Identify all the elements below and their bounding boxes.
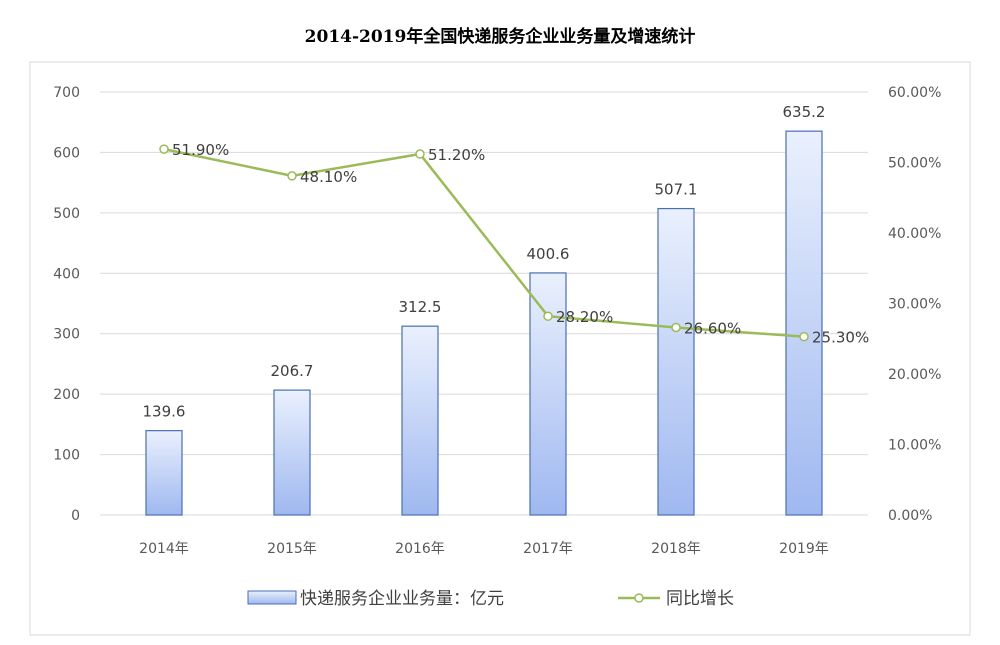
left-tick-label: 300 bbox=[53, 327, 80, 343]
bar bbox=[145, 430, 183, 516]
x-axis: 2014年 2015年 2016年 2017年 2018年 2019年 bbox=[139, 541, 829, 557]
right-tick-label: 0.00% bbox=[888, 508, 932, 524]
bar bbox=[401, 325, 439, 516]
bar-data-labels: 139.6 206.7 312.5 400.6 507.1 635.2 bbox=[143, 103, 826, 420]
bar bbox=[657, 207, 695, 516]
right-tick-label: 40.00% bbox=[888, 226, 941, 242]
line-data-label: 26.60% bbox=[684, 319, 741, 337]
x-tick-label: 2019年 bbox=[779, 541, 829, 557]
chart-title: 2014-2019年全国快递服务企业业务量及增速统计 bbox=[304, 27, 696, 47]
left-tick-label: 400 bbox=[53, 266, 80, 282]
line-data-label: 51.90% bbox=[172, 141, 229, 159]
left-tick-label: 100 bbox=[53, 448, 80, 464]
gridlines bbox=[100, 91, 868, 516]
left-tick-label: 700 bbox=[53, 85, 80, 101]
left-tick-label: 0 bbox=[71, 508, 80, 524]
legend: 快递服务企业业务量：亿元 同比增长 bbox=[247, 589, 734, 609]
line-series bbox=[159, 144, 809, 342]
line-point bbox=[287, 171, 297, 181]
bar-data-label: 206.7 bbox=[271, 362, 314, 380]
line-point bbox=[415, 149, 425, 159]
left-tick-label: 200 bbox=[53, 387, 80, 403]
x-tick-label: 2016年 bbox=[395, 541, 445, 557]
bar-data-label: 635.2 bbox=[783, 103, 826, 121]
right-tick-label: 60.00% bbox=[888, 85, 941, 101]
legend-line-label: 同比增长 bbox=[666, 589, 734, 609]
chart-frame bbox=[29, 61, 971, 636]
right-axis: 0.00% 10.00% 20.00% 30.00% 40.00% 50.00% 60.00… bbox=[888, 85, 941, 524]
right-tick-label: 10.00% bbox=[888, 438, 941, 454]
bar-data-label: 139.6 bbox=[143, 403, 186, 421]
bar-data-label: 312.5 bbox=[399, 298, 442, 316]
line-point bbox=[159, 144, 169, 154]
line-point bbox=[671, 322, 681, 333]
x-tick-label: 2017年 bbox=[523, 541, 573, 557]
bar bbox=[273, 389, 311, 516]
right-tick-label: 30.00% bbox=[888, 297, 941, 313]
right-tick-label: 20.00% bbox=[888, 367, 941, 383]
line-data-label: 48.10% bbox=[300, 168, 357, 186]
line-data-label: 25.30% bbox=[812, 329, 869, 347]
legend-bar-swatch bbox=[247, 590, 297, 605]
bar-data-label: 507.1 bbox=[655, 181, 698, 199]
left-tick-label: 500 bbox=[53, 206, 80, 222]
line-point bbox=[543, 311, 553, 321]
bar-data-label: 400.6 bbox=[527, 245, 570, 263]
right-tick-label: 50.00% bbox=[888, 156, 941, 172]
bar bbox=[785, 130, 823, 516]
x-tick-label: 2014年 bbox=[139, 541, 189, 557]
line-point bbox=[799, 331, 809, 342]
line-data-label: 51.20% bbox=[428, 146, 485, 164]
left-axis: 0 100 200 300 400 500 600 700 bbox=[53, 85, 80, 524]
line-data-label: 28.20% bbox=[556, 308, 613, 326]
line-data-labels: 51.90% 48.10% 51.20% 28.20% 26.60% 25.30% bbox=[172, 141, 869, 347]
legend-line-marker bbox=[634, 593, 644, 603]
line-path bbox=[163, 147, 805, 338]
left-tick-label: 600 bbox=[53, 145, 80, 161]
bar-series bbox=[145, 130, 823, 516]
x-tick-label: 2018年 bbox=[651, 541, 701, 557]
x-tick-label: 2015年 bbox=[267, 541, 317, 557]
legend-bar-label: 快递服务企业业务量：亿元 bbox=[300, 589, 504, 609]
